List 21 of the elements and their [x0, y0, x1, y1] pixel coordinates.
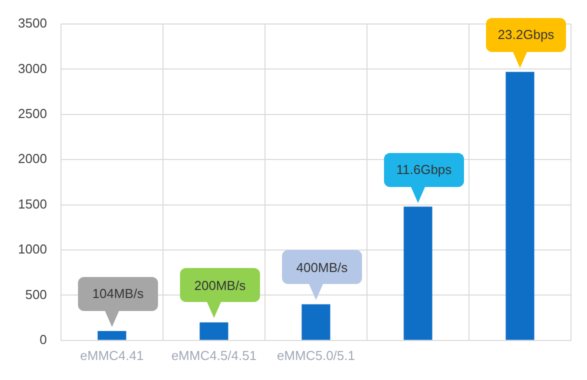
bar	[98, 331, 126, 340]
y-tick-label: 3000	[18, 60, 47, 76]
y-tick-label: 2500	[18, 106, 47, 121]
x-tick-label: eMMC5.0/5.1	[276, 348, 355, 363]
annotation: 11.6Gbps	[384, 152, 464, 187]
y-tick-label: 3500	[18, 16, 47, 31]
x-tick-label: eMMC4.41	[80, 348, 144, 363]
bar	[506, 72, 534, 340]
bar	[200, 322, 228, 340]
bar	[302, 304, 330, 340]
y-tick-label: 2000	[18, 151, 47, 166]
annotation: 23.2Gbps	[486, 18, 566, 52]
annotation: 104MB/s	[78, 276, 158, 311]
y-tick-label: 1500	[18, 196, 47, 212]
annotation: 400MB/s	[282, 250, 362, 284]
x-tick-label: eMMC4.5/4.51	[171, 348, 257, 363]
annotation: 200MB/s	[180, 268, 260, 302]
bar	[404, 206, 432, 340]
y-tick-label: 500	[25, 286, 47, 302]
y-tick-label: 1000	[18, 242, 47, 257]
y-tick-label: 0	[40, 332, 47, 347]
